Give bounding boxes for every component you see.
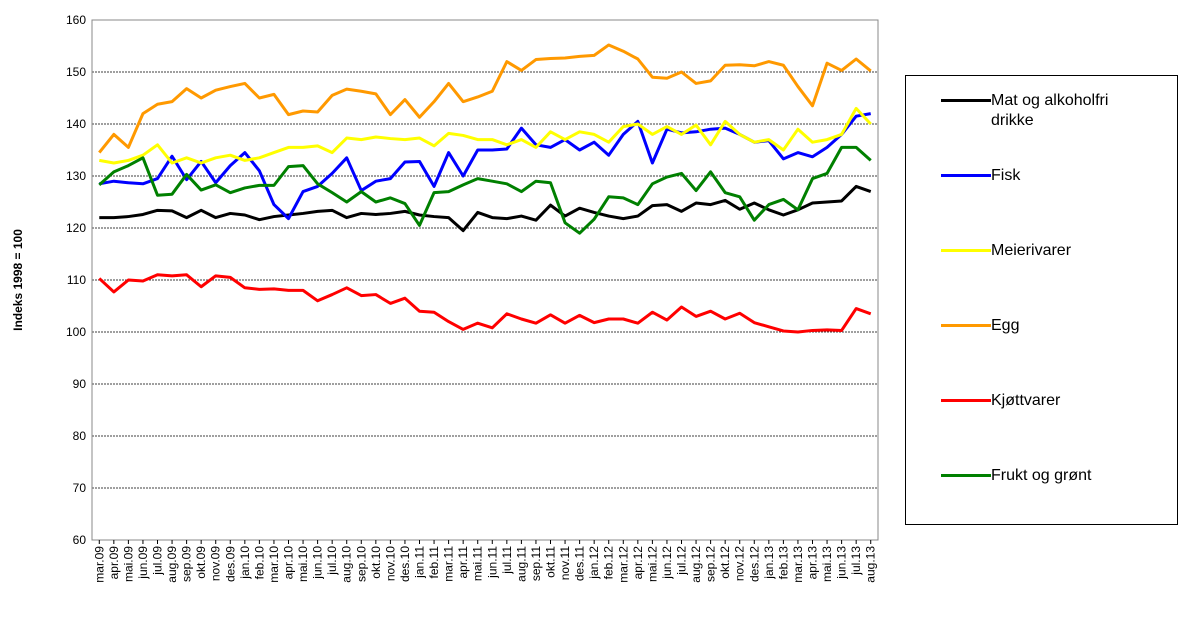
y-tick-label: 120 [66,221,86,235]
legend-label: Frukt og grønt [991,467,1092,484]
x-tick-label: aug.12 [689,546,703,583]
x-tick-label: mai.12 [645,546,659,582]
legend-swatch [941,99,991,102]
x-tick-label: des.11 [573,546,587,581]
y-tick-label: 160 [66,13,86,27]
x-tick-label: jul.09 [151,546,165,576]
legend-swatch [941,399,991,402]
y-tick-label: 150 [66,65,86,79]
x-tick-label: jan.12 [587,546,601,580]
series-line [98,273,872,334]
x-tick-label: okt.12 [718,546,732,579]
x-tick-label: jul.13 [849,546,863,576]
legend-entry: Mat og alkoholfri drikke [941,91,1141,131]
x-tick-label: jul.11 [500,546,514,575]
x-tick-label: sep.09 [180,546,194,582]
x-tick-label: sep.12 [704,546,718,582]
x-tick-label: mai.13 [820,546,834,582]
x-tick-label: jun.10 [311,546,325,580]
legend-label: Fisk [991,167,1021,184]
series-line [98,43,872,154]
y-tick-label: 100 [66,325,86,339]
legend-label: Mat og alkoholfri drikke [991,92,1109,129]
x-tick-label: jun.09 [136,546,150,580]
x-tick-label: apr.09 [107,546,121,580]
y-tick-label: 140 [66,117,86,131]
y-tick-label: 70 [73,481,87,495]
x-tick-label: des.12 [747,546,761,582]
legend-entry: Kjøttvarer [941,391,1141,411]
x-tick-label: apr.11 [456,546,470,579]
x-tick-label: jan.11 [413,546,427,579]
x-tick-label: mar.09 [92,546,106,583]
x-tick-label: okt.11 [544,546,558,578]
series-line [99,184,872,233]
y-tick-label: 60 [73,533,87,547]
x-tick-label: aug.09 [165,546,179,583]
x-tick-label: jun.13 [835,546,849,580]
x-tick-label: jan.10 [238,546,252,580]
x-tick-label: aug.10 [340,546,354,583]
plot-frame [91,19,879,541]
legend-label: Kjøttvarer [991,392,1061,409]
x-tick-label: mai.09 [121,546,135,582]
y-tick-label: 90 [73,377,87,391]
legend-entry: Fisk [941,166,1141,186]
x-tick-label: mar.11 [442,546,456,582]
x-tick-label: sep.10 [354,546,368,582]
x-tick-label: nov.09 [209,546,223,581]
legend-entry: Egg [941,316,1141,336]
x-tick-label: feb.10 [252,546,266,580]
y-tick-label: 80 [73,429,87,443]
x-tick-label: jul.10 [325,546,339,576]
x-tick-label: sep.11 [529,546,543,581]
legend-entry: Meierivarer [941,241,1141,261]
x-tick-label: mar.10 [267,546,281,583]
series-line [99,106,872,165]
legend-swatch [941,324,991,327]
legend: Mat og alkoholfri drikke Fisk Meierivarer E… [905,75,1178,525]
x-tick-label: aug.13 [864,546,878,583]
x-tick-label: mar.12 [616,546,630,583]
x-tick-label: aug.11 [514,546,528,582]
legend-swatch [941,174,991,177]
x-tick-label: mai.10 [296,546,310,582]
x-tick-label: mar.13 [791,546,805,583]
x-tick-label: jul.12 [675,546,689,576]
x-tick-label: nov.11 [558,546,572,581]
legend-swatch [941,474,991,477]
x-tick-label: jan.13 [762,546,776,580]
x-tick-label: apr.12 [631,546,645,580]
x-tick-label: nov.12 [733,546,747,581]
x-tick-label: feb.11 [427,546,441,579]
x-tick-label: feb.13 [776,546,790,580]
x-tick-label: okt.10 [369,546,383,579]
x-tick-label: apr.10 [282,546,296,580]
legend-entry: Frukt og grønt [941,466,1141,486]
x-tick-label: jun.11 [485,546,499,579]
series-line [98,145,872,235]
x-tick-label: des.09 [223,546,237,582]
x-tick-label: apr.13 [806,546,820,580]
x-tick-label: des.10 [398,546,412,582]
y-axis-label: Indeks 1998 = 100 [11,229,25,331]
legend-label: Meierivarer [991,242,1072,259]
legend-swatch [941,249,991,252]
x-tick-label: jun.12 [660,546,674,580]
x-tick-label: feb.12 [602,546,616,580]
y-tick-label: 130 [66,169,86,183]
x-tick-label: nov.10 [383,546,397,581]
x-tick-label: okt.09 [194,546,208,579]
x-tick-label: mai.11 [471,546,485,581]
legend-label: Egg [991,317,1020,334]
y-tick-label: 110 [67,273,86,287]
